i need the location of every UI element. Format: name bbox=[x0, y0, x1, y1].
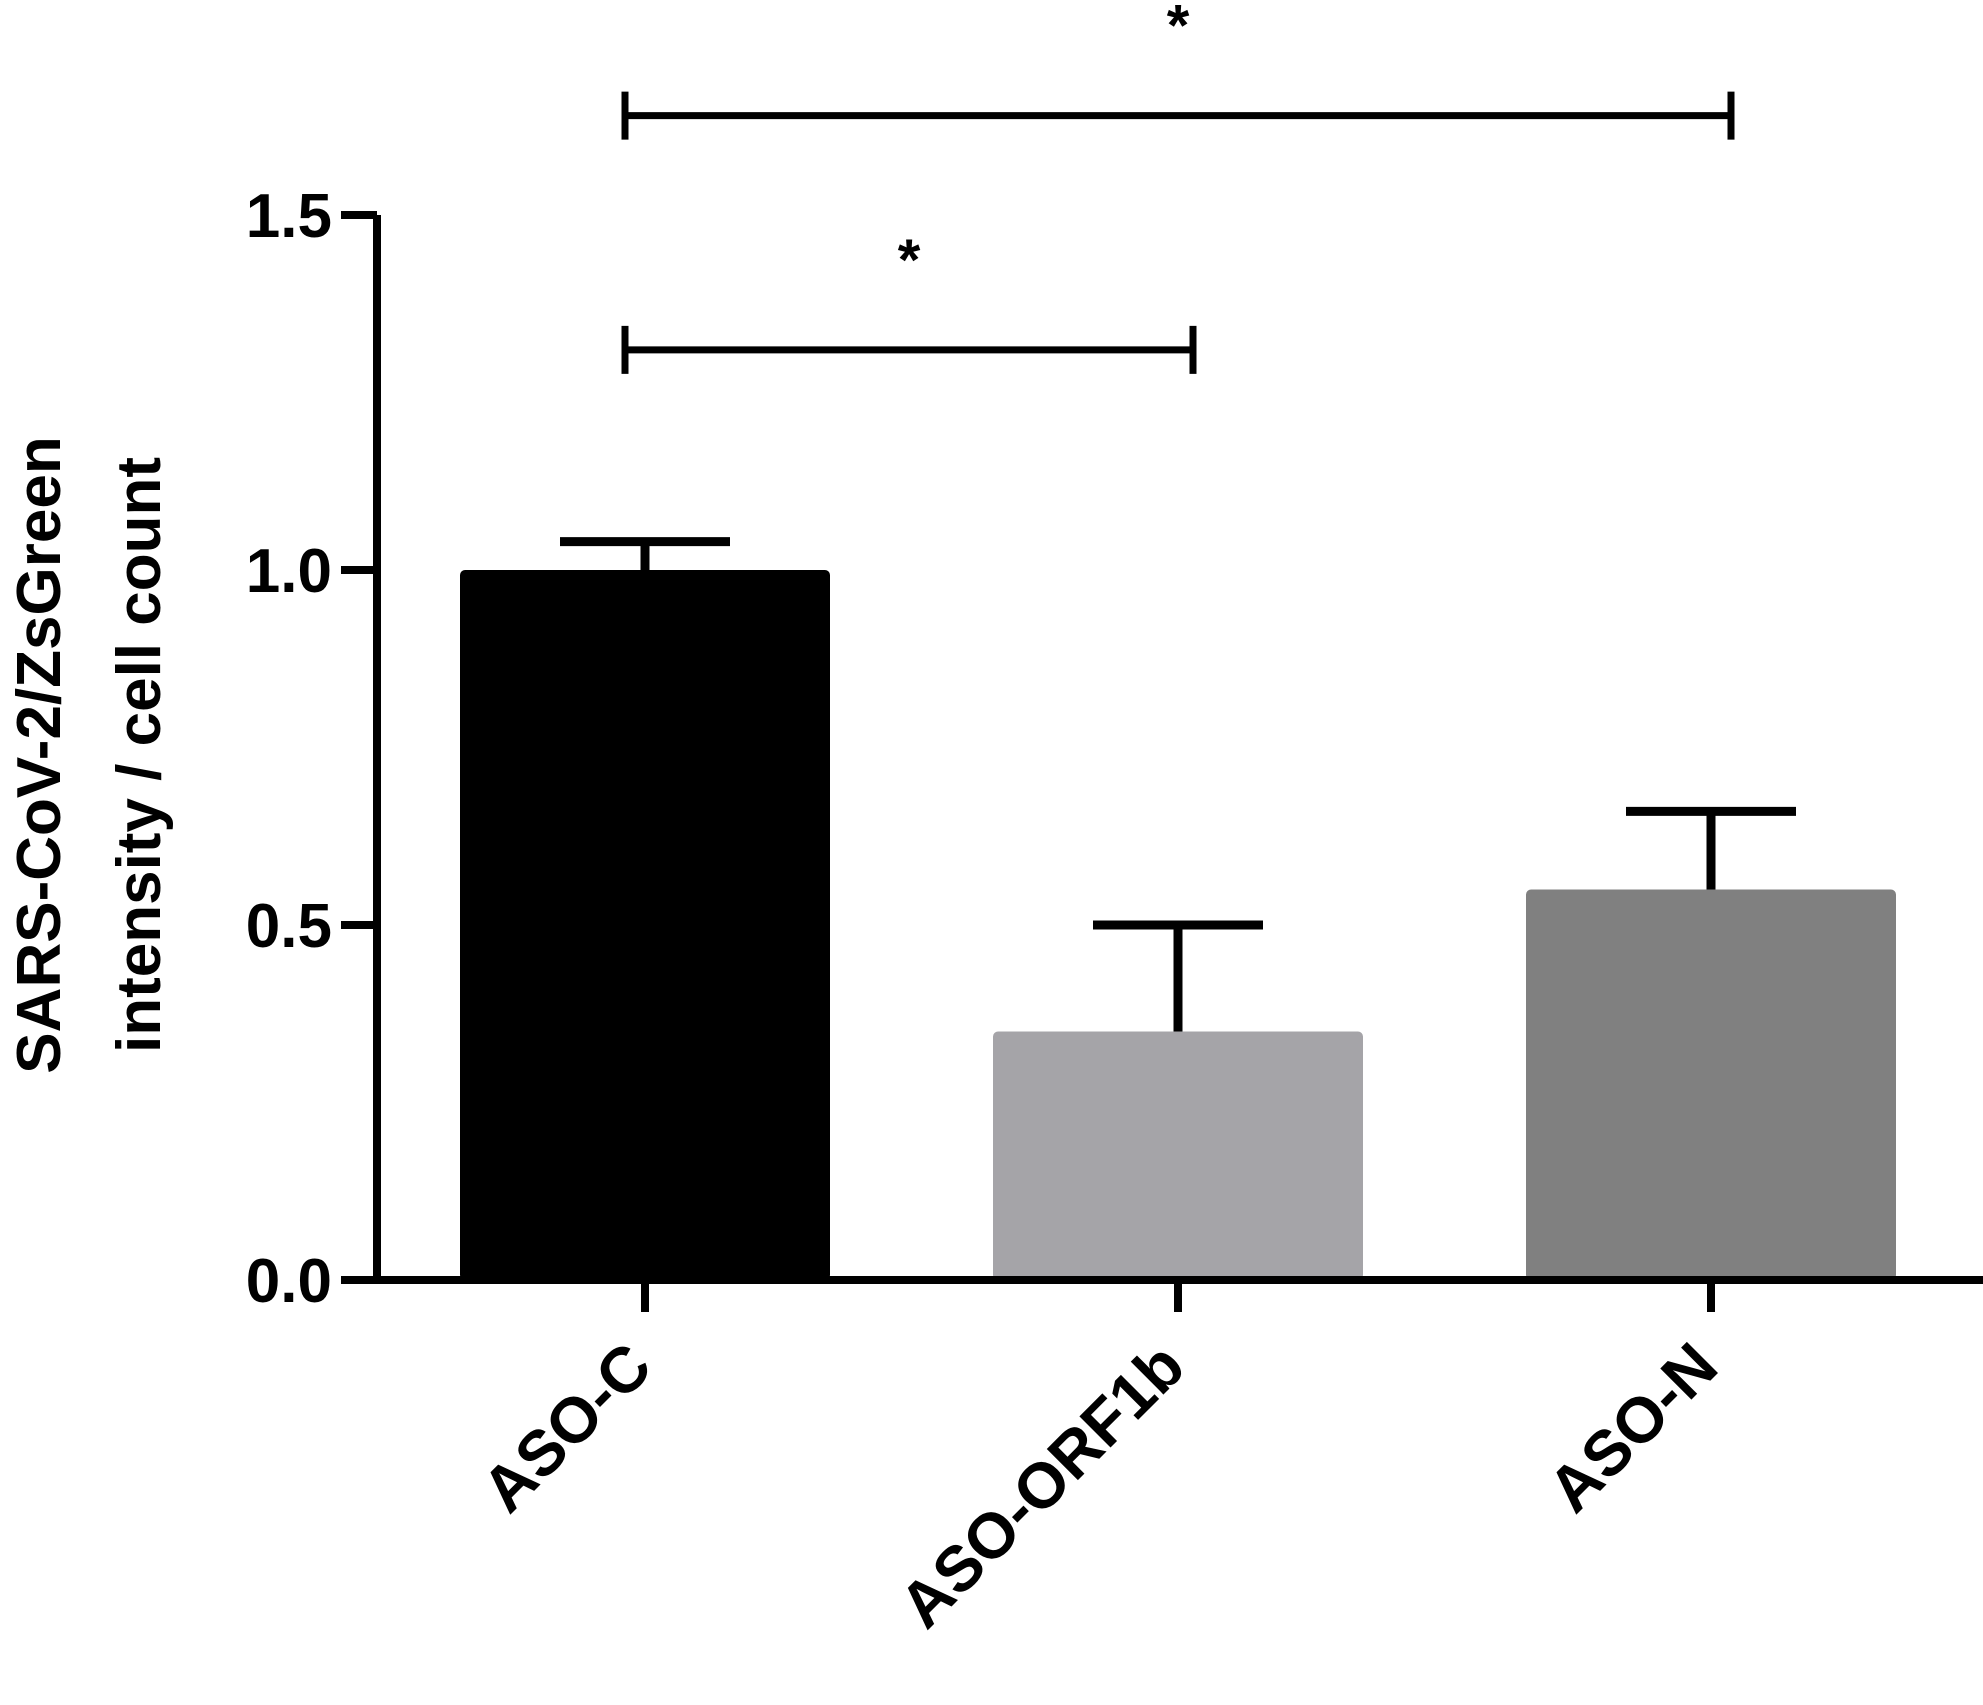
bar-aso-orf1b bbox=[993, 1031, 1363, 1280]
y-tick-label: 1.5 bbox=[246, 182, 332, 251]
plot-area: 0.0 0.5 1.0 1.5 ASO-C ASO-ORF1b ASO-N * * bbox=[246, 0, 1983, 1641]
x-tick-label: ASO-ORF1b bbox=[886, 1329, 1198, 1641]
y-axis-title-line1: SARS-CoV-2/ZsGreen bbox=[5, 436, 74, 1073]
significance-label: * bbox=[1167, 0, 1190, 59]
y-axis-title-line2: intensity / cell count bbox=[105, 457, 174, 1053]
bar-aso-c bbox=[460, 570, 830, 1280]
x-tick-label: ASO-C bbox=[468, 1329, 665, 1526]
x-tick-label: ASO-N bbox=[1534, 1329, 1731, 1526]
bar-aso-n bbox=[1526, 889, 1896, 1280]
y-tick-label: 1.0 bbox=[246, 537, 332, 606]
y-tick-label: 0.5 bbox=[246, 892, 332, 961]
y-tick-label: 0.0 bbox=[246, 1247, 332, 1316]
significance-label: * bbox=[898, 228, 921, 293]
